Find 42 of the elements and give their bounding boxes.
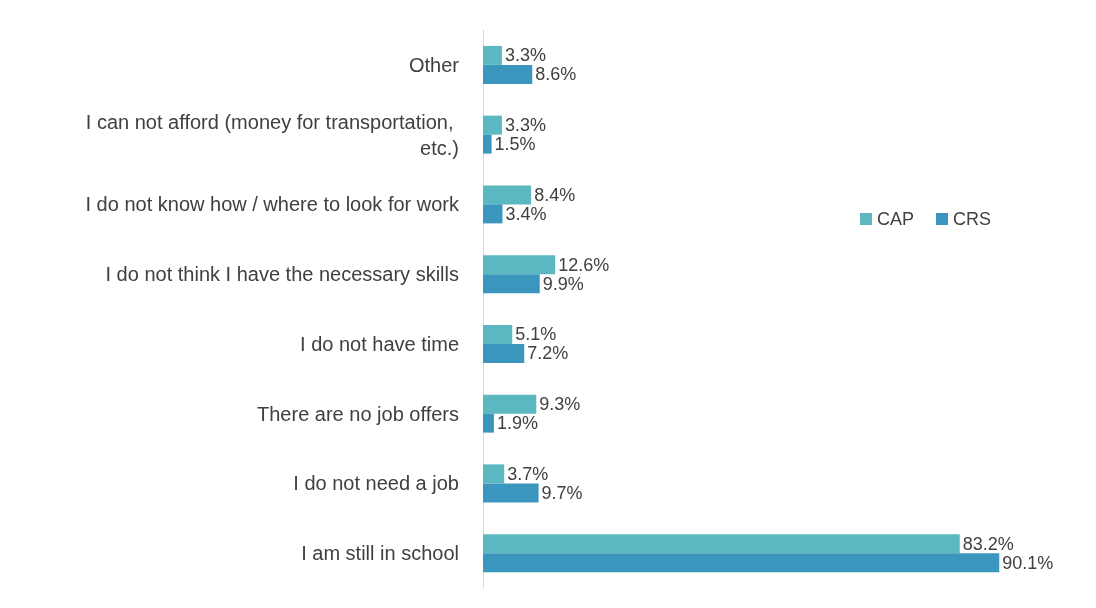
data-label: 1.9% xyxy=(496,413,538,434)
legend-label: CAP xyxy=(876,209,914,229)
bar xyxy=(483,394,537,414)
y-tick-label: I am still in school xyxy=(301,542,459,565)
bar xyxy=(483,134,492,154)
y-tick-label: I do not know how / where to look for work xyxy=(85,193,460,216)
data-label: 83.2% xyxy=(962,533,1014,554)
data-label: 90.1% xyxy=(1002,552,1054,573)
data-label: 9.9% xyxy=(542,273,584,294)
bar xyxy=(483,553,1000,573)
y-tick-label: I can not afford (money for transportation, etc.) xyxy=(85,110,459,159)
bar xyxy=(483,483,539,503)
y-tick-label: I do not have time xyxy=(300,332,459,355)
data-label: 8.4% xyxy=(534,184,576,205)
y-tick-label: Other xyxy=(408,53,460,76)
data-label: 3.4% xyxy=(505,203,547,224)
data-label: 1.5% xyxy=(494,134,536,155)
bar xyxy=(483,343,525,363)
y-tick-label: There are no job offers xyxy=(257,402,459,425)
data-label: 9.3% xyxy=(539,394,581,415)
data-label: 3.3% xyxy=(504,45,546,66)
data-label: 3.7% xyxy=(507,463,549,484)
bar xyxy=(483,464,505,484)
bar xyxy=(483,185,532,205)
legend-label: CRS xyxy=(953,209,992,229)
bar xyxy=(483,255,556,275)
data-label: 12.6% xyxy=(558,254,610,275)
bar xyxy=(483,64,533,84)
data-label: 3.3% xyxy=(504,115,546,136)
bar xyxy=(483,413,494,433)
y-tick-label: I do not think I have the necessary skills xyxy=(105,263,459,286)
bar xyxy=(483,534,960,554)
bar xyxy=(483,45,502,65)
data-label: 7.2% xyxy=(527,343,569,364)
y-tick-label: I do not need a job xyxy=(293,472,459,495)
bar xyxy=(483,115,502,135)
data-label: 8.6% xyxy=(535,64,577,85)
data-label: 5.1% xyxy=(515,324,557,345)
bar xyxy=(483,204,503,224)
data-label: 9.7% xyxy=(541,482,583,503)
bar xyxy=(483,324,513,344)
bar xyxy=(483,274,540,294)
